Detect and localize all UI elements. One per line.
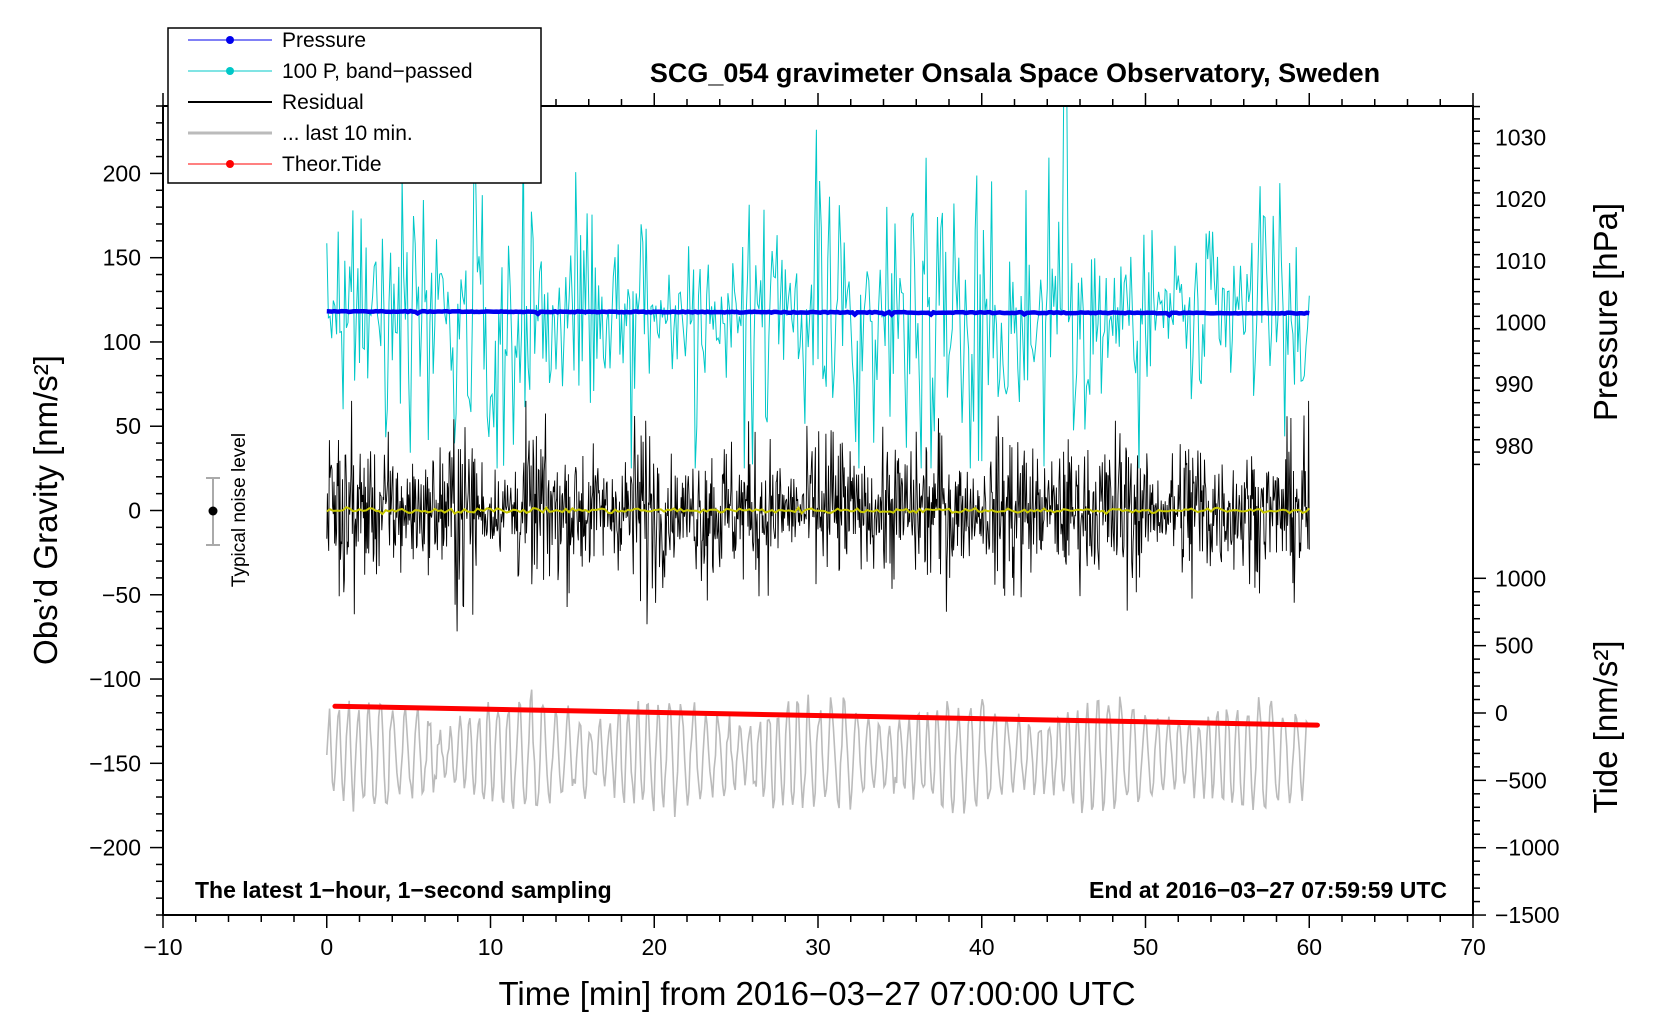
legend-marker-tide [226, 160, 234, 168]
pressure-tick-label: 990 [1495, 371, 1533, 397]
legend-entry-last10: ... last 10 min. [188, 122, 413, 145]
x-tick-label: 0 [320, 934, 333, 960]
noise-label: Typical noise level [229, 433, 250, 587]
series-last10-line [326, 689, 1310, 818]
x-tick-label: 20 [641, 934, 667, 960]
end-time-note: End at 2016−03−27 07:59:59 UTC [1089, 877, 1447, 903]
y-tick-label: −150 [89, 750, 141, 776]
series-tide-line [332, 703, 1320, 728]
chart-title: SCG_054 gravimeter Onsala Space Observat… [650, 58, 1380, 88]
series-smoothed-residual-line [326, 505, 1310, 516]
sampling-note: The latest 1−hour, 1−second sampling [195, 877, 612, 903]
tide-tick-label: 1000 [1495, 565, 1546, 591]
x-tick-label: 40 [969, 934, 995, 960]
legend-entry-tide: Theor.Tide [188, 153, 382, 176]
y-tick-label: 100 [103, 329, 141, 355]
legend-entry-pressure: Pressure [188, 29, 366, 52]
pressure-tick-label: 980 [1495, 433, 1533, 459]
noise-dot [208, 506, 218, 516]
x-tick-label: −10 [143, 934, 182, 960]
y-axis-label-tide: Tide [nm/s²] [1587, 641, 1624, 814]
series-bandpassed-line [326, 105, 1310, 469]
tide-tick-label: 500 [1495, 633, 1533, 659]
legend-marker-bandpassed [226, 67, 234, 75]
legend-label-tide: Theor.Tide [282, 153, 382, 176]
tide-tick-label: −500 [1495, 767, 1547, 793]
y-tick-label: −100 [89, 666, 141, 692]
tide-tick-label: −1500 [1495, 902, 1560, 928]
legend-label-pressure: Pressure [282, 29, 366, 52]
legend-label-bandpassed: 100 P, band−passed [282, 60, 473, 83]
y-axis-label-left: Obs’d Gravity [nm/s²] [27, 355, 64, 665]
axes-layer: −10 0 10 20 30 40 50 60 70200150100500−50−100−15… [89, 93, 1560, 960]
legend-marker-pressure [226, 36, 234, 44]
tide-tick-label: 0 [1495, 700, 1508, 726]
y-tick-label: −200 [89, 835, 141, 861]
tide-tick-label: −1000 [1495, 835, 1560, 861]
legend-box [167, 27, 542, 184]
x-tick-label: 30 [805, 934, 831, 960]
pressure-tick-label: 1030 [1495, 124, 1546, 150]
y-tick-label: 50 [115, 413, 141, 439]
y-tick-label: 150 [103, 245, 141, 271]
x-tick-label: 70 [1460, 934, 1486, 960]
legend-entry-bandpassed: 100 P, band−passed [188, 60, 473, 83]
y-tick-label: −50 [102, 582, 141, 608]
pressure-tick-label: 1000 [1495, 310, 1546, 336]
pressure-tick-label: 1010 [1495, 248, 1546, 274]
series-residual-line [326, 400, 1310, 632]
legend: Pressure 100 P, band−passed Residual ...… [167, 27, 542, 184]
pressure-tick-label: 1020 [1495, 186, 1546, 212]
noise-level-indicator: Typical noise level [206, 433, 250, 587]
series-layer [326, 105, 1320, 818]
y-tick-label: 0 [128, 498, 141, 524]
x-tick-label: 50 [1133, 934, 1159, 960]
legend-entry-residual: Residual [188, 91, 364, 114]
y-tick-label: 200 [103, 160, 141, 186]
legend-label-last10: ... last 10 min. [282, 122, 413, 145]
legend-label-residual: Residual [282, 91, 364, 114]
series-pressure-line [326, 308, 1310, 319]
x-axis-label: Time [min] from 2016−03−27 07:00:00 UTC [498, 975, 1135, 1012]
x-tick-label: 10 [478, 934, 504, 960]
x-tick-label: 60 [1296, 934, 1322, 960]
y-axis-label-pressure: Pressure [hPa] [1587, 203, 1624, 421]
